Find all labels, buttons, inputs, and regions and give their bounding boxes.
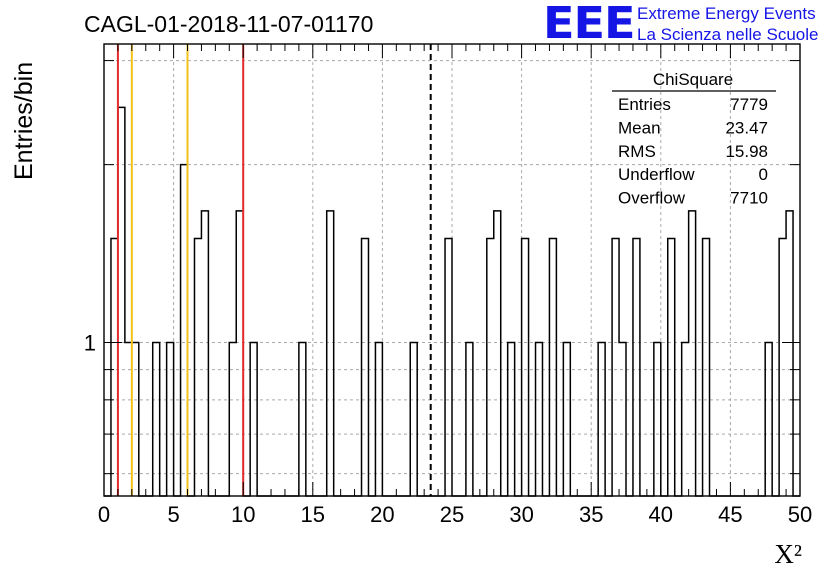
x-tick-label: 0	[98, 502, 110, 527]
tick-labels: 0 5 10 15 20 25 30 35 40 45 50 1	[84, 331, 812, 527]
histogram-bin	[765, 343, 772, 496]
stats-row-label: Mean	[618, 118, 661, 137]
chart-title: CAGL-01-2018-11-07-01170	[84, 11, 373, 37]
histogram-bin	[201, 211, 208, 496]
histogram-bin	[299, 343, 306, 496]
histogram-bin	[508, 343, 515, 496]
y-axis-label: Entries/bin	[10, 62, 38, 180]
eee-logo: EEE Extreme Energy Events La Scienza nel…	[543, 0, 833, 49]
histogram-bin	[522, 238, 529, 496]
histogram-bin	[786, 211, 793, 496]
marker-lines	[116, 44, 432, 496]
histogram-bin	[619, 343, 626, 496]
histogram-bin	[375, 343, 382, 496]
histogram-bin	[132, 343, 139, 496]
stats-box: ChiSquare Entries 7779 Mean 23.47 RMS 15.98 Un…	[612, 70, 776, 208]
histogram-bin	[410, 343, 417, 496]
histogram-bin	[779, 238, 786, 496]
x-tick-label: 10	[231, 502, 255, 527]
stats-row-value: 0	[759, 165, 768, 184]
x-tick-label: 5	[167, 502, 179, 527]
histogram-bin	[118, 107, 125, 496]
histogram-bin	[181, 165, 188, 496]
y-tick-label: 1	[84, 331, 96, 356]
stats-row-value: 7710	[730, 189, 768, 208]
x-tick-label: 20	[370, 502, 394, 527]
logo-line-2: La Scienza nelle Scuole	[637, 25, 819, 44]
stats-row-value: 15.98	[725, 142, 768, 161]
histogram-bin	[703, 238, 710, 496]
histogram-bin	[549, 238, 556, 496]
histogram-bin	[362, 238, 369, 496]
histogram-outline	[104, 106, 800, 497]
x-tick-label: 25	[440, 502, 464, 527]
x-tick-label: 50	[788, 502, 812, 527]
histogram-bin	[250, 343, 257, 496]
stats-row-value: 7779	[730, 95, 768, 114]
histogram-bin	[229, 343, 236, 496]
histogram-bars	[104, 106, 800, 497]
x-axis-label: X²	[774, 539, 802, 569]
histogram-bin	[125, 343, 132, 496]
histogram-bin	[654, 343, 661, 496]
histogram-bin	[682, 343, 689, 496]
histogram-bin	[612, 238, 619, 496]
stats-row-label: Overflow	[618, 189, 686, 208]
stats-row-value: 23.47	[725, 118, 768, 137]
histogram-bin	[167, 343, 174, 496]
x-tick-label: 40	[649, 502, 673, 527]
histogram-bin	[689, 211, 696, 496]
histogram-bin	[327, 211, 334, 496]
histogram-bin	[487, 238, 494, 496]
histogram-bin	[153, 343, 160, 496]
histogram-bin	[563, 343, 570, 496]
logo-line-1: Extreme Energy Events	[637, 4, 816, 23]
histogram-bin	[445, 238, 452, 496]
histogram-bin	[536, 343, 543, 496]
stats-row-label: RMS	[618, 142, 656, 161]
axis-ticks	[103, 44, 801, 496]
x-tick-label: 35	[579, 502, 603, 527]
histogram-bin	[194, 238, 201, 496]
stats-row-label: Entries	[618, 95, 671, 114]
x-tick-label: 15	[301, 502, 325, 527]
histogram-bin	[633, 238, 640, 496]
stats-title: ChiSquare	[653, 70, 733, 89]
stats-row-label: Underflow	[618, 165, 695, 184]
histogram-bin	[668, 238, 675, 496]
histogram-bin	[236, 211, 243, 496]
histogram-bin	[494, 211, 501, 496]
x-tick-label: 45	[718, 502, 742, 527]
histogram-bin	[466, 343, 473, 496]
eee-logo-mark: EEE	[543, 0, 636, 49]
x-tick-label: 30	[509, 502, 533, 527]
histogram-bin	[111, 238, 118, 496]
histogram-bin	[598, 343, 605, 496]
